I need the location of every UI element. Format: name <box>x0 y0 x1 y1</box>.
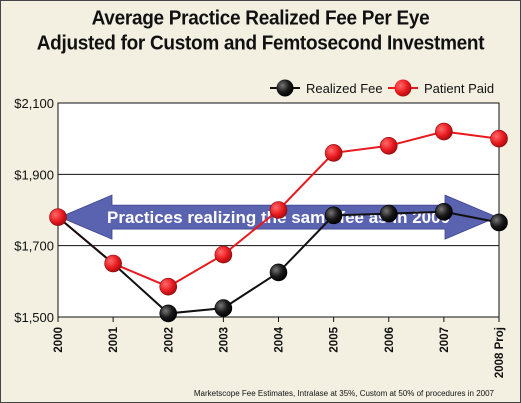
x-tick-label: 2000 <box>53 327 65 353</box>
x-tick-label: 2001 <box>108 326 120 352</box>
point-realized-fee <box>269 263 288 282</box>
point-patient-paid <box>379 137 398 155</box>
point-realized-fee <box>159 304 178 323</box>
legend-marker-patient-paid <box>394 79 412 97</box>
y-tick-label: $1,700 <box>14 239 54 254</box>
point-patient-paid <box>49 208 67 226</box>
point-realized-fee <box>379 204 398 223</box>
point-patient-paid <box>104 254 122 273</box>
chart-title: Average Practice Realized Fee Per Eye <box>91 7 430 30</box>
x-tick-label: 2008 Proj <box>494 327 506 378</box>
point-realized-fee <box>490 213 508 232</box>
x-tick-label: 2006 <box>384 327 396 353</box>
point-patient-paid <box>214 245 233 264</box>
legend-marker-realized-fee <box>276 79 294 97</box>
legend: Realized Fee Patient Paid <box>270 79 494 97</box>
point-patient-paid <box>324 144 343 162</box>
footnote: Marketscope Fee Estimates, Intralase at … <box>194 389 495 398</box>
x-tick-label: 2005 <box>329 326 341 352</box>
point-patient-paid <box>490 129 508 148</box>
point-realized-fee <box>214 299 233 317</box>
point-realized-fee <box>324 206 343 225</box>
y-tick-label: $1,900 <box>14 167 54 182</box>
y-axis-ticks: $1,500 $1,700 $1,900 $2,100 <box>14 96 54 325</box>
x-axis-ticks: 2000 2001 2002 2003 2004 2005 2006 2007 2008 Pro… <box>53 326 506 378</box>
point-patient-paid <box>159 277 178 296</box>
y-tick-label: $2,100 <box>14 96 54 111</box>
series-points <box>49 122 508 323</box>
legend-label-patient-paid: Patient Paid <box>424 81 494 96</box>
legend-label-realized-fee: Realized Fee <box>306 81 383 96</box>
chart-subtitle: Adjusted for Custom and Femtosecond Inve… <box>36 32 485 55</box>
x-tick-label: 2007 <box>439 327 451 353</box>
point-realized-fee <box>435 202 453 221</box>
x-tick-label: 2003 <box>218 327 230 353</box>
point-patient-paid <box>435 122 453 141</box>
x-tick-label: 2004 <box>274 326 286 352</box>
y-tick-label: $1,500 <box>14 310 54 325</box>
x-tick-label: 2002 <box>163 327 175 353</box>
point-patient-paid <box>269 201 288 219</box>
